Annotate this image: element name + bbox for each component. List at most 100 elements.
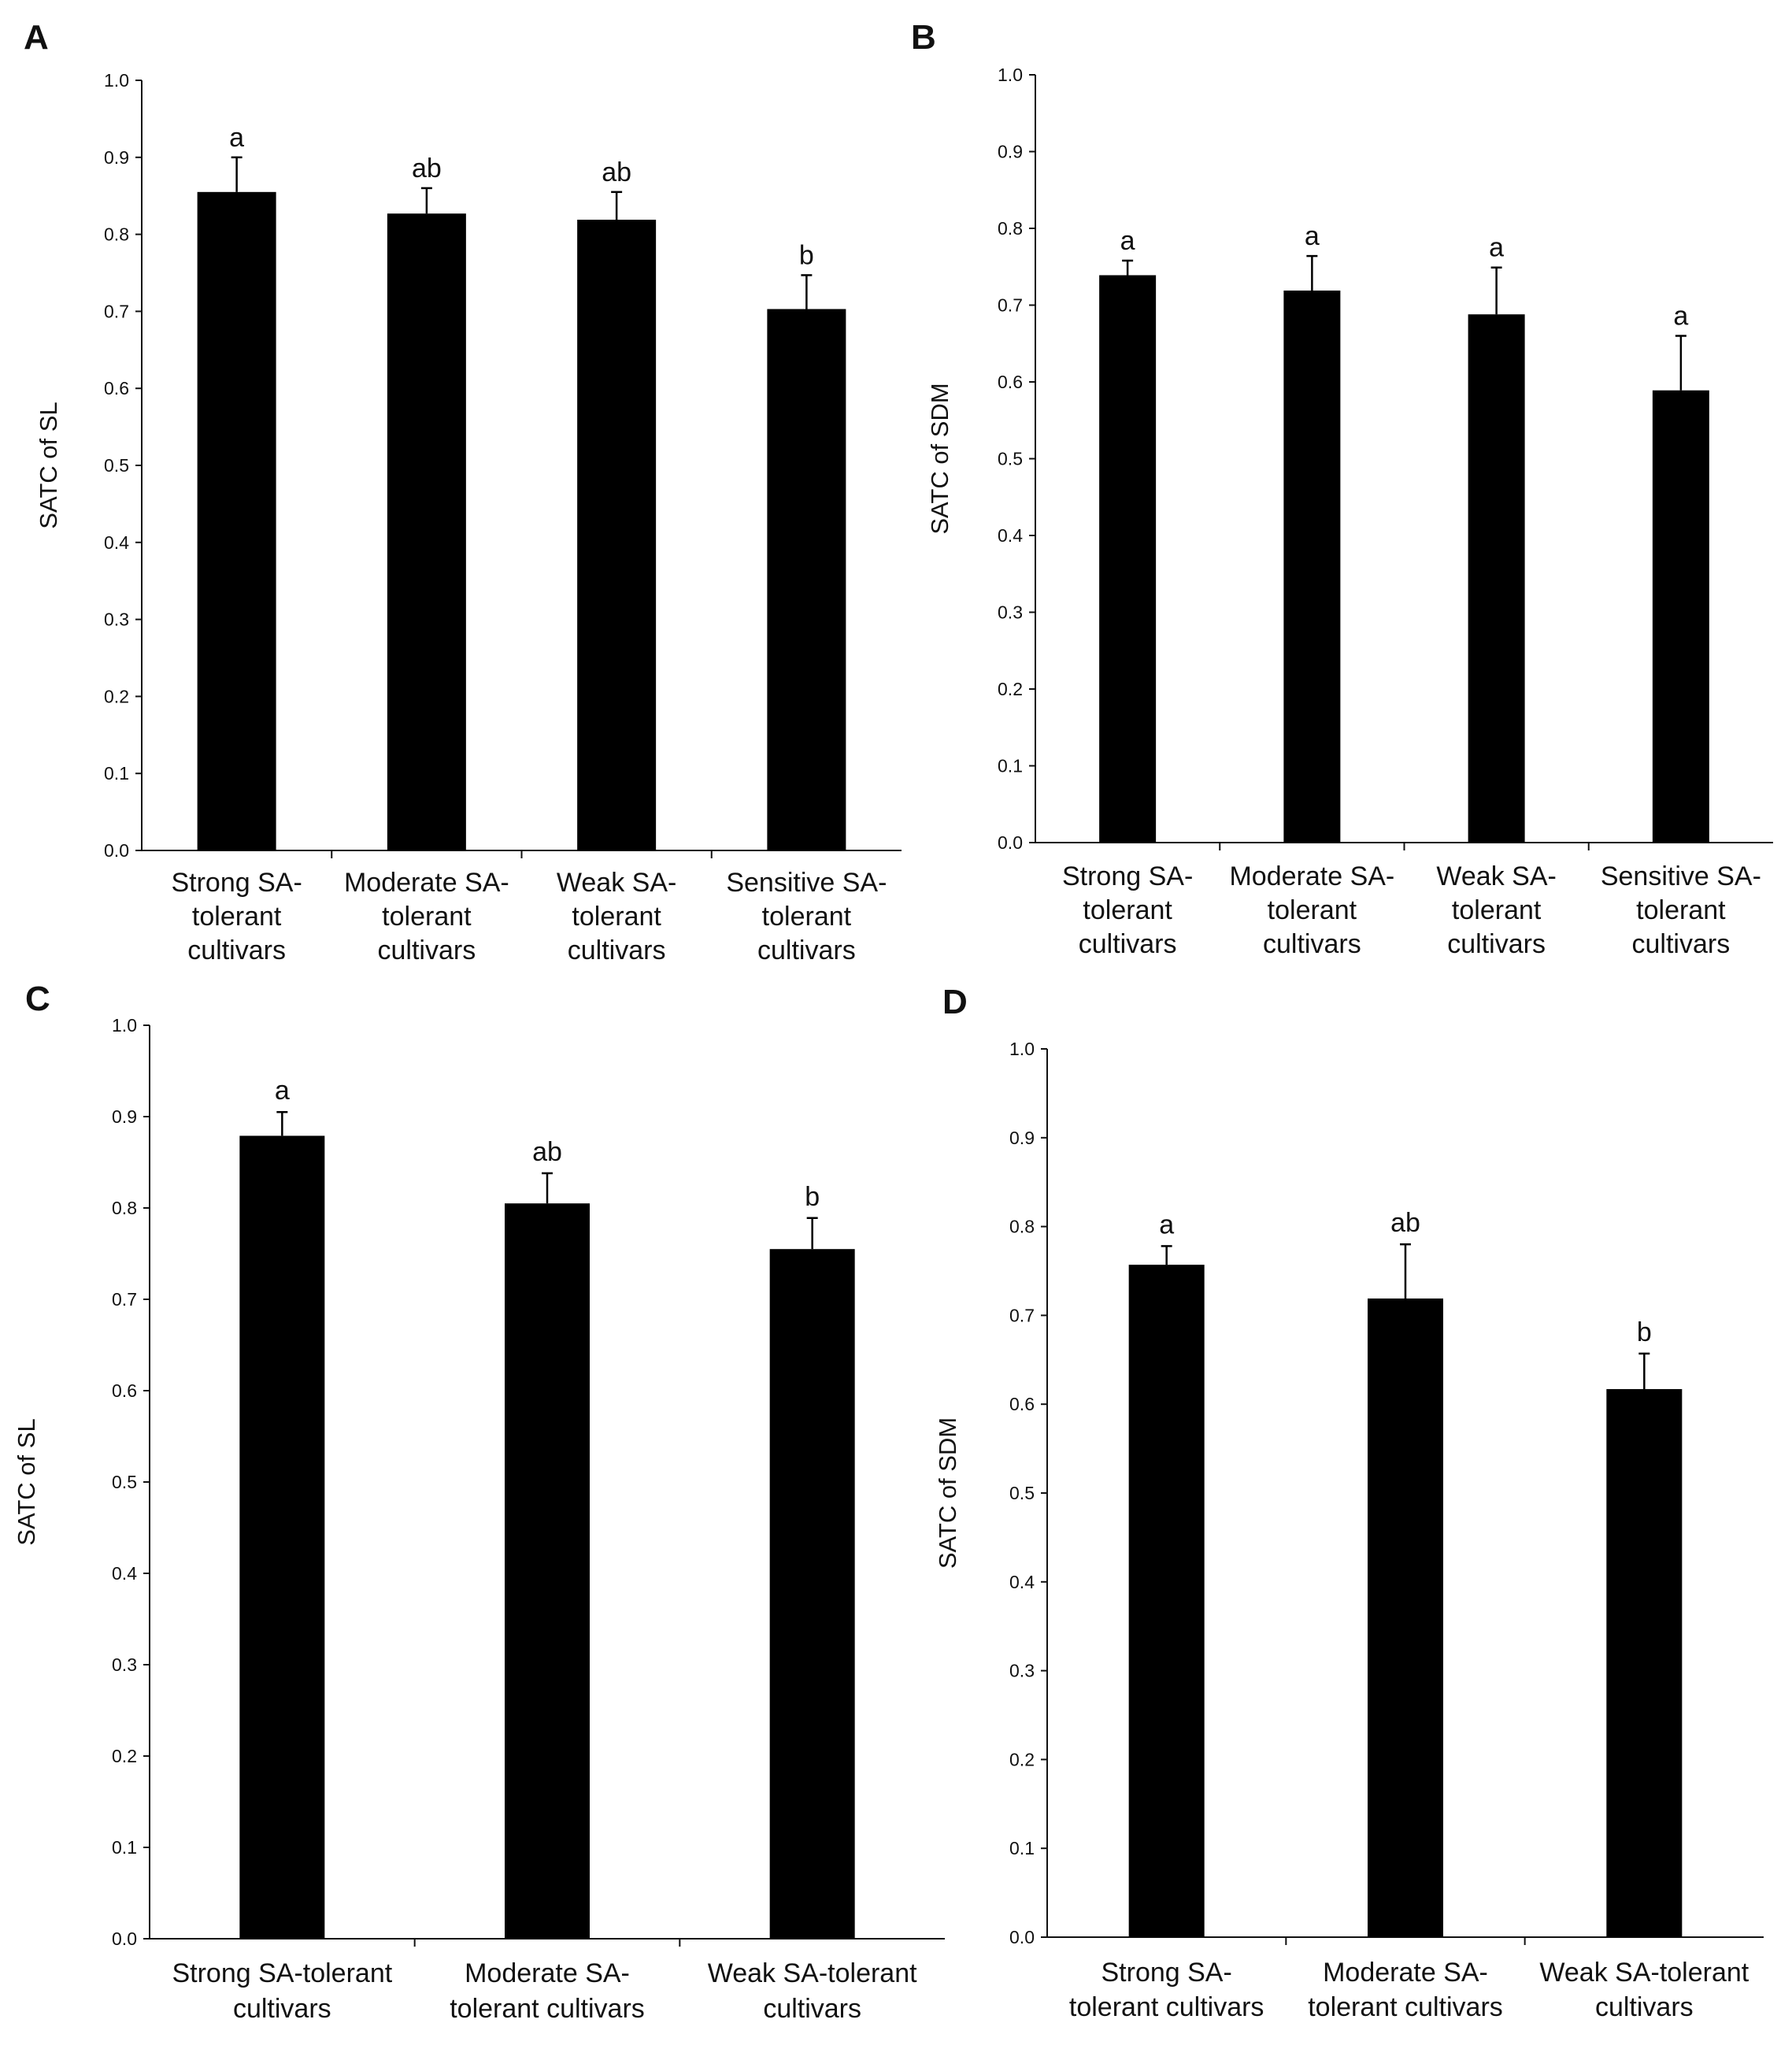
y-tick-label: 0.1: [1009, 1838, 1035, 1858]
y-axis-label: SATC of SL: [13, 1418, 40, 1545]
y-axis-label: SATC of SDM: [934, 1417, 961, 1569]
bar: [505, 1203, 590, 1939]
panel-label: C: [25, 980, 50, 1018]
y-tick-label: 0.0: [104, 840, 129, 861]
x-category-label: Weak SA-: [557, 868, 676, 898]
x-category-label: tolerant: [1268, 895, 1357, 925]
y-tick-label: 0.4: [104, 532, 129, 553]
x-category-label: Weak SA-: [1436, 861, 1556, 891]
y-tick-label: 1.0: [104, 70, 129, 91]
y-tick-label: 0.2: [1009, 1749, 1035, 1769]
x-category-label: Moderate SA-: [1323, 1958, 1488, 1988]
x-category-label: tolerant: [762, 902, 852, 932]
panel-label: D: [942, 983, 968, 1021]
x-category-label: Strong SA-: [171, 868, 302, 898]
y-tick-label: 0.7: [1009, 1305, 1035, 1325]
y-tick-label: 0.9: [1009, 1128, 1035, 1148]
bar: [577, 220, 657, 850]
significance-label: b: [805, 1182, 820, 1212]
bar: [1099, 275, 1157, 843]
x-category-label: tolerant: [572, 902, 661, 932]
x-category-label: cultivars: [568, 936, 666, 965]
x-category-label: Moderate SA-: [1229, 861, 1394, 891]
y-tick-label: 0.4: [1009, 1572, 1035, 1592]
y-tick-label: 0.1: [112, 1837, 137, 1858]
x-category-label: cultivars: [1632, 929, 1731, 959]
y-tick-label: 0.5: [998, 449, 1023, 469]
y-tick-label: 0.2: [104, 686, 129, 706]
y-tick-label: 0.6: [112, 1380, 137, 1401]
x-category-label: cultivars: [378, 936, 476, 965]
significance-label: a: [1159, 1210, 1174, 1239]
x-category-label: tolerant cultivars: [1308, 1992, 1503, 2022]
x-category-label: Moderate SA-: [465, 1958, 630, 1988]
bar: [197, 191, 276, 850]
bar: [1368, 1298, 1443, 1937]
x-category-label: cultivars: [1079, 929, 1177, 959]
y-tick-label: 0.2: [112, 1746, 137, 1766]
y-tick-label: 0.1: [998, 756, 1023, 776]
x-category-label: Strong SA-: [1062, 861, 1193, 891]
x-category-label: Weak SA-tolerant: [708, 1958, 917, 1988]
y-tick-label: 0.3: [104, 609, 129, 630]
x-category-label: Moderate SA-: [344, 868, 509, 898]
x-category-label: cultivars: [233, 1994, 331, 2024]
x-category-label: tolerant cultivars: [1069, 1992, 1264, 2022]
y-tick-label: 0.2: [998, 679, 1023, 699]
panel-label: B: [911, 18, 936, 57]
y-tick-label: 0.0: [998, 832, 1023, 853]
x-category-label: cultivars: [1595, 1992, 1694, 2022]
bar: [1128, 1265, 1205, 1937]
y-tick-label: 0.8: [112, 1198, 137, 1218]
x-category-label: tolerant: [382, 902, 472, 932]
x-category-label: cultivars: [1263, 929, 1361, 959]
y-tick-label: 0.8: [1009, 1217, 1035, 1237]
y-tick-label: 0.8: [998, 218, 1023, 239]
x-category-label: cultivars: [763, 1994, 861, 2024]
y-tick-label: 0.0: [112, 1928, 137, 1949]
significance-label: ab: [1390, 1208, 1420, 1238]
y-tick-label: 0.9: [104, 147, 129, 168]
bar: [1652, 390, 1709, 843]
x-category-label: Strong SA-: [1101, 1958, 1232, 1988]
bar: [767, 309, 846, 850]
significance-label: b: [1637, 1317, 1652, 1347]
x-category-label: Strong SA-tolerant: [172, 1958, 392, 1988]
y-tick-label: 0.5: [1009, 1483, 1035, 1503]
y-tick-label: 0.3: [112, 1654, 137, 1675]
significance-label: a: [1489, 233, 1504, 263]
chart-panel-d: D 0.0 0.1 0.2 0.3 0.4 0.5 0.6 0.7 0.8 0.9 1.0 SATC o…: [934, 983, 1764, 2022]
bar: [239, 1136, 325, 1939]
bar: [1468, 314, 1525, 843]
y-axis-label: SATC of SL: [35, 402, 62, 528]
y-axis-label: SATC of SDM: [926, 383, 953, 534]
chart-panel-a: A 0.0 0.1 0.2 0.3 0.4 0.5 0.6 0.7 0.8 0.9 1.0 SATC o…: [24, 18, 902, 965]
chart-panel-b: B 0.0 0.1 0.2 0.3 0.4 0.5 0.6 0.7 0.8 0.9 1.0 SATC o…: [911, 18, 1773, 959]
y-tick-label: 1.0: [1009, 1039, 1035, 1059]
y-tick-label: 0.7: [998, 295, 1023, 316]
bar: [769, 1249, 855, 1939]
y-tick-label: 0.4: [112, 1563, 137, 1584]
x-category-label: Sensitive SA-: [1601, 861, 1761, 891]
y-tick-label: 0.5: [104, 455, 129, 476]
x-category-label: tolerant: [192, 902, 282, 932]
bar: [1283, 290, 1341, 843]
y-tick-label: 0.9: [112, 1106, 137, 1127]
y-tick-label: 0.7: [112, 1289, 137, 1310]
significance-label: ab: [532, 1137, 562, 1167]
significance-label: b: [799, 240, 814, 270]
y-tick-label: 0.6: [1009, 1394, 1035, 1414]
y-tick-label: 0.6: [998, 372, 1023, 392]
x-category-label: tolerant: [1452, 895, 1542, 925]
x-category-label: Sensitive SA-: [726, 868, 887, 898]
x-category-label: cultivars: [1447, 929, 1546, 959]
panel-label: A: [24, 18, 49, 57]
significance-label: a: [229, 123, 244, 153]
y-tick-label: 0.3: [998, 602, 1023, 623]
y-tick-label: 0.8: [104, 224, 129, 245]
x-category-label: Weak SA-tolerant: [1539, 1958, 1749, 1988]
x-category-label: tolerant cultivars: [450, 1994, 645, 2024]
significance-label: ab: [412, 154, 442, 183]
chart-panel-c: C 0.0 0.1 0.2 0.3 0.4 0.5 0.6 0.7 0.8 0.9 1.0 SATC o…: [13, 980, 945, 2024]
